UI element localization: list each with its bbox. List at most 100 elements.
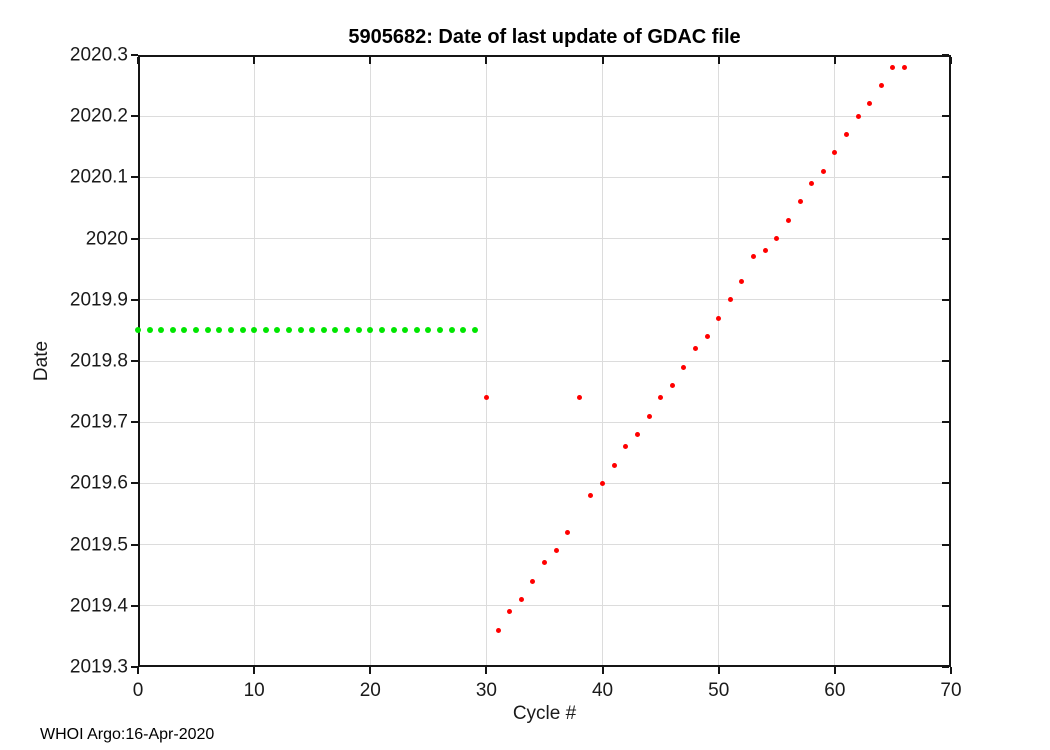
data-point-red-points bbox=[588, 493, 594, 499]
data-point-red-points bbox=[530, 578, 536, 584]
data-point-red-points bbox=[646, 413, 652, 419]
x-tick-mark bbox=[601, 667, 604, 674]
y-tick-mark bbox=[942, 298, 949, 301]
x-tick-mark bbox=[485, 667, 488, 674]
data-point-green-dotted-line bbox=[355, 327, 362, 334]
x-tick-label: 20 bbox=[359, 680, 381, 701]
y-tick-mark bbox=[131, 543, 138, 546]
chart-title: 5905682: Date of last update of GDAC fil… bbox=[348, 26, 741, 48]
data-point-red-points bbox=[867, 101, 873, 107]
data-point-green-dotted-line bbox=[344, 327, 351, 334]
y-tick-mark bbox=[131, 54, 138, 56]
y-gridline bbox=[138, 115, 951, 117]
x-tick-mark bbox=[833, 57, 836, 64]
x-tick-mark bbox=[717, 57, 720, 64]
data-point-red-points bbox=[658, 395, 664, 401]
data-point-red-points bbox=[843, 132, 849, 138]
y-tick-mark bbox=[942, 666, 949, 668]
y-tick-mark bbox=[131, 421, 138, 424]
data-point-green-dotted-line bbox=[158, 327, 165, 334]
y-tick-mark bbox=[131, 298, 138, 301]
data-point-red-points bbox=[890, 64, 896, 70]
data-point-green-dotted-line bbox=[204, 327, 211, 334]
y-tick-mark bbox=[942, 421, 949, 424]
x-axis-label: Cycle # bbox=[512, 703, 577, 724]
y-tick-label: 2019.5 bbox=[69, 534, 128, 556]
x-tick-label: 60 bbox=[824, 680, 846, 701]
dots-layer bbox=[135, 55, 951, 667]
y-tick-mark bbox=[942, 237, 949, 240]
y-tick-mark bbox=[131, 482, 138, 485]
x-tick-mark bbox=[369, 667, 372, 674]
y-tick-mark bbox=[131, 604, 138, 607]
x-tick-label: 10 bbox=[243, 680, 265, 701]
data-point-green-dotted-line bbox=[309, 327, 316, 334]
y-tick-mark bbox=[131, 115, 138, 118]
data-point-red-points bbox=[507, 609, 513, 615]
data-point-green-dotted-line bbox=[193, 327, 200, 334]
data-point-green-dotted-line bbox=[297, 327, 304, 334]
y-tick-mark bbox=[942, 543, 949, 546]
data-point-red-points bbox=[727, 297, 733, 303]
data-point-green-dotted-line bbox=[413, 327, 420, 334]
x-tick-mark bbox=[369, 57, 372, 64]
data-point-red-points bbox=[878, 83, 884, 89]
x-tick-mark bbox=[485, 57, 488, 64]
y-tick-label: 2020.1 bbox=[69, 166, 128, 188]
data-point-red-points bbox=[762, 248, 768, 254]
data-point-green-dotted-line bbox=[216, 327, 223, 334]
y-gridline bbox=[138, 299, 951, 301]
x-tick-mark bbox=[950, 667, 952, 674]
y-tick-label: 2019.9 bbox=[69, 289, 128, 311]
data-point-red-points bbox=[600, 480, 606, 486]
y-tick-mark bbox=[942, 54, 949, 56]
data-point-green-dotted-line bbox=[181, 327, 188, 334]
data-point-green-dotted-line bbox=[471, 327, 478, 334]
data-point-red-points bbox=[565, 529, 571, 535]
y-tick-label: 2020.2 bbox=[69, 105, 128, 127]
data-point-red-points bbox=[902, 64, 908, 70]
y-tick-mark bbox=[131, 666, 138, 668]
data-point-red-points bbox=[751, 254, 757, 260]
data-point-red-points bbox=[774, 236, 780, 242]
data-point-green-dotted-line bbox=[448, 327, 455, 334]
data-point-red-points bbox=[832, 150, 838, 156]
data-point-red-points bbox=[681, 364, 687, 370]
x-tick-mark bbox=[950, 57, 952, 64]
data-point-green-dotted-line bbox=[262, 327, 269, 334]
y-tick-label: 2019.8 bbox=[69, 350, 128, 372]
data-point-green-dotted-line bbox=[169, 327, 176, 334]
y-gridline bbox=[138, 421, 951, 423]
y-gridline bbox=[138, 238, 951, 240]
x-tick-label: 70 bbox=[940, 680, 962, 701]
y-tick-label: 2020 bbox=[85, 228, 128, 250]
y-gridline bbox=[138, 544, 951, 546]
x-tick-mark bbox=[253, 57, 256, 64]
data-point-red-points bbox=[518, 597, 524, 603]
data-point-red-points bbox=[483, 395, 489, 401]
data-point-red-points bbox=[704, 334, 710, 340]
data-point-red-points bbox=[495, 627, 501, 633]
x-tick-label: 50 bbox=[708, 680, 730, 701]
x-tick-mark bbox=[717, 667, 720, 674]
data-point-red-points bbox=[785, 217, 791, 223]
data-point-green-dotted-line bbox=[460, 327, 467, 334]
data-point-red-points bbox=[576, 395, 582, 401]
data-point-green-dotted-line bbox=[332, 327, 339, 334]
x-tick-label: 0 bbox=[132, 680, 144, 701]
data-point-red-points bbox=[611, 462, 617, 468]
data-point-green-dotted-line bbox=[135, 327, 141, 334]
data-point-red-points bbox=[553, 548, 559, 554]
y-gridline bbox=[138, 605, 951, 607]
data-point-red-points bbox=[809, 181, 815, 187]
footer-text: WHOI Argo:16-Apr-2020 bbox=[40, 726, 215, 743]
y-tick-label: 2019.4 bbox=[69, 595, 128, 617]
y-tick-mark bbox=[942, 115, 949, 118]
y-tick-mark bbox=[131, 176, 138, 179]
data-point-green-dotted-line bbox=[146, 327, 153, 334]
data-point-green-dotted-line bbox=[239, 327, 246, 334]
data-point-red-points bbox=[634, 431, 640, 437]
x-tick-mark bbox=[137, 667, 139, 674]
data-point-green-dotted-line bbox=[227, 327, 234, 334]
data-point-red-points bbox=[739, 278, 745, 284]
